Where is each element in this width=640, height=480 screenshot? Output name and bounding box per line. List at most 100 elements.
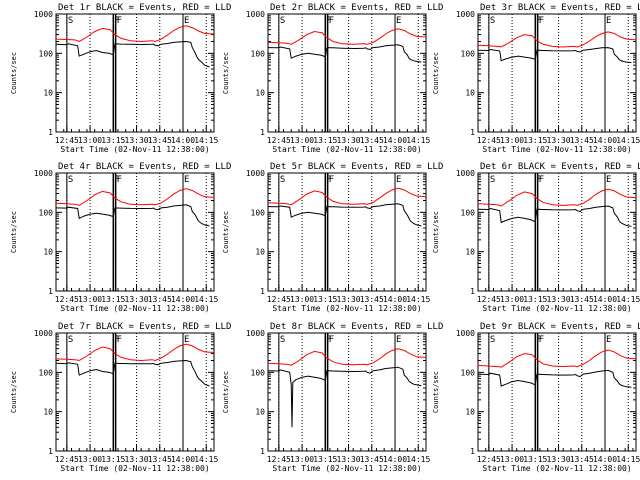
chart-title: Det 6r BLACK = Events, RED = LLD [480, 162, 640, 172]
plot-frame [477, 13, 637, 133]
y-tick-label: 10 [43, 408, 53, 417]
y-axis-label: Counts/sec [222, 211, 230, 253]
x-tick-label: 13:00 [290, 295, 314, 304]
x-tick-label: 14:00 [383, 136, 407, 145]
flag-label: F [329, 16, 334, 26]
y-axis-label: Counts/sec [10, 371, 18, 413]
x-tick-label: 13:30 [547, 295, 571, 304]
x-tick-label: 13:00 [500, 295, 524, 304]
x-tick-label: 14:00 [383, 295, 407, 304]
chart-title: Det 2r BLACK = Events, RED = LLD [270, 3, 443, 13]
plot-frame [55, 172, 215, 292]
flag-label: E [184, 335, 189, 345]
events-series-line [55, 40, 210, 68]
x-tick-label: 14:00 [171, 455, 195, 464]
x-tick-label: 13:30 [337, 136, 361, 145]
flag-label: S [280, 335, 285, 345]
y-tick-label: 1 [48, 447, 53, 456]
y-tick-label: 100 [251, 49, 266, 58]
x-axis-label: Start Time (02-Nov-11 12:38:00) [272, 464, 421, 473]
x-tick-label: 14:00 [171, 295, 195, 304]
x-tick-label: 13:00 [500, 136, 524, 145]
x-tick-label: 14:15 [406, 455, 430, 464]
x-tick-label: 13:15 [523, 136, 547, 145]
x-tick-label: 13:45 [360, 455, 384, 464]
x-tick-label: 13:45 [148, 295, 172, 304]
flag-label: E [184, 175, 189, 185]
x-tick-label: 14:15 [194, 136, 218, 145]
x-tick-label: 12:45 [267, 455, 291, 464]
x-tick-label: 13:15 [101, 295, 125, 304]
flag-label: F [326, 16, 331, 26]
chart-panel-5: Det 5r BLACK = Events, RED = LLD Counts/s… [222, 162, 443, 313]
flag-label: S [68, 175, 73, 185]
chart-title: Det 9r BLACK = Events, RED = LLD [480, 322, 640, 332]
chart-panel-6: Det 6r BLACK = Events, RED = LLD Counts/s… [432, 162, 640, 313]
x-tick-label: 13:00 [290, 136, 314, 145]
x-tick-label: 14:00 [593, 455, 617, 464]
y-axis-label: Counts/sec [10, 211, 18, 253]
chart-panel-2: Det 2r BLACK = Events, RED = LLD Counts/s… [222, 3, 443, 154]
flag-label: F [539, 335, 544, 345]
x-axis-label: Start Time (02-Nov-11 12:38:00) [272, 304, 421, 313]
x-tick-label: 13:00 [500, 455, 524, 464]
flag-label: E [396, 335, 401, 345]
x-tick-label: 14:00 [593, 295, 617, 304]
x-tick-label: 13:45 [570, 455, 594, 464]
x-tick-label: 13:00 [78, 455, 102, 464]
x-tick-label: 13:30 [547, 455, 571, 464]
chart-panel-7: Det 7r BLACK = Events, RED = LLD Counts/s… [10, 322, 231, 473]
y-tick-label: 1000 [246, 169, 265, 178]
x-tick-label: 12:45 [55, 136, 79, 145]
chart-title: Det 4r BLACK = Events, RED = LLD [58, 162, 231, 172]
x-tick-label: 12:45 [477, 455, 501, 464]
x-tick-label: 14:15 [616, 136, 640, 145]
flag-label: F [117, 175, 122, 185]
y-tick-label: 1000 [246, 10, 265, 19]
plot-frame [55, 332, 215, 452]
x-axis-label: Start Time (02-Nov-11 12:38:00) [482, 145, 631, 154]
lld-series-line [55, 25, 215, 43]
y-tick-label: 100 [461, 208, 476, 217]
y-tick-label: 100 [39, 208, 54, 217]
flag-label: S [490, 175, 495, 185]
y-tick-label: 100 [39, 49, 54, 58]
x-tick-label: 12:45 [55, 295, 79, 304]
x-axis-label: Start Time (02-Nov-11 12:38:00) [60, 145, 209, 154]
chart-panel-9: Det 9r BLACK = Events, RED = LLD Counts/s… [432, 322, 640, 473]
y-tick-label: 1 [48, 287, 53, 296]
x-tick-label: 14:15 [194, 295, 218, 304]
plot-frame [267, 332, 427, 452]
x-tick-label: 13:15 [313, 455, 337, 464]
x-tick-label: 14:15 [406, 295, 430, 304]
plot-frame [477, 172, 637, 292]
x-tick-label: 12:45 [55, 455, 79, 464]
flag-label: E [606, 335, 611, 345]
x-tick-label: 13:30 [337, 455, 361, 464]
events-series-line [477, 369, 632, 388]
x-tick-label: 13:45 [360, 136, 384, 145]
chart-title: Det 1r BLACK = Events, RED = LLD [58, 3, 231, 13]
flag-label: S [280, 16, 285, 26]
flag-label: F [536, 16, 541, 26]
x-tick-label: 14:00 [171, 136, 195, 145]
x-tick-label: 13:45 [570, 295, 594, 304]
x-tick-label: 14:00 [593, 136, 617, 145]
y-tick-label: 10 [255, 89, 265, 98]
y-tick-label: 10 [465, 408, 475, 417]
events-series-line [55, 359, 210, 387]
lld-series-line [55, 343, 215, 362]
events-series-line [267, 366, 422, 428]
x-tick-label: 13:45 [148, 136, 172, 145]
flag-label: F [326, 175, 331, 185]
flag-label: F [117, 335, 122, 345]
y-tick-label: 10 [465, 89, 475, 98]
y-tick-label: 10 [255, 248, 265, 257]
x-tick-label: 13:30 [547, 136, 571, 145]
chart-title: Det 3r BLACK = Events, RED = LLD [480, 3, 640, 13]
y-tick-label: 1 [48, 128, 53, 137]
x-tick-label: 12:45 [477, 136, 501, 145]
y-axis-label: Counts/sec [222, 52, 230, 94]
x-tick-label: 14:15 [406, 136, 430, 145]
x-tick-label: 12:45 [267, 136, 291, 145]
